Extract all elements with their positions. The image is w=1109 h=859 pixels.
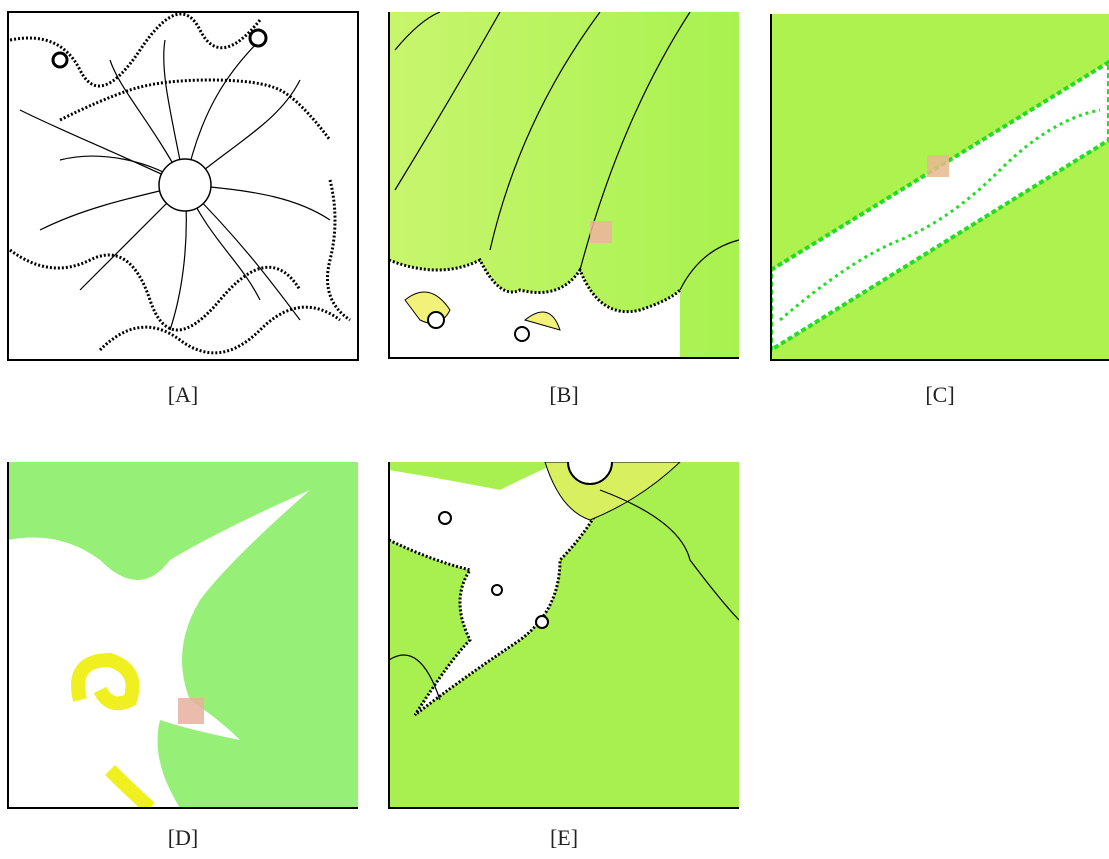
panel-label: [D] [168,825,199,850]
panel-a-image [8,12,358,360]
panel-c-image [771,14,1109,360]
body: [A] [B] [C] [D] [E] (() => { const data … [0,0,1109,859]
panel-label: [A] [168,382,199,407]
panel-b-image [389,12,739,358]
panel-label: [E] [550,825,578,850]
panel-label: [B] [549,382,578,407]
panel-e-image [389,440,739,808]
panel-d-image [8,462,358,808]
figure: [A] [B] [C] [D] [E] [0,0,1109,859]
panel-label: [C] [925,382,954,407]
page: {"panels": [{"label": "[A]"}, {"label": … [0,0,1109,859]
